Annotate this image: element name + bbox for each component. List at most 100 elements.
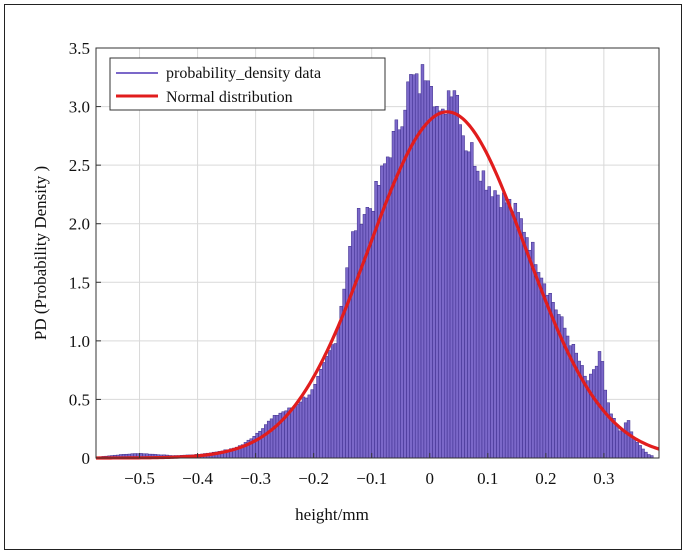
legend-box bbox=[109, 57, 386, 111]
histogram-bar bbox=[641, 448, 645, 459]
histogram-bar bbox=[519, 218, 523, 459]
histogram-bar bbox=[644, 451, 648, 459]
histogram-bar bbox=[542, 283, 547, 459]
histogram-bar bbox=[647, 454, 651, 459]
histogram-bar bbox=[319, 368, 323, 459]
histogram-bar bbox=[354, 230, 358, 459]
histogram-bar bbox=[449, 96, 454, 459]
histogram-bar bbox=[322, 362, 326, 459]
y-tick-label: 0.5 bbox=[69, 390, 90, 409]
histogram-bar bbox=[310, 389, 314, 459]
histogram-bar bbox=[327, 350, 332, 459]
x-tick-label: 0.3 bbox=[593, 469, 614, 488]
legend-label-normal: Normal distribution bbox=[166, 89, 293, 106]
histogram-bar bbox=[615, 425, 619, 459]
histogram-bar bbox=[330, 344, 335, 459]
histogram-bar bbox=[307, 394, 312, 459]
histogram-bar bbox=[298, 401, 303, 459]
x-tick-label: 0.2 bbox=[535, 469, 556, 488]
histogram-bar bbox=[261, 428, 265, 459]
histogram-bar bbox=[470, 142, 474, 459]
histogram-bar bbox=[316, 375, 320, 459]
y-tick-label: 3.5 bbox=[69, 39, 90, 58]
legend: probability_density data Normal distribu… bbox=[109, 57, 386, 111]
histogram-bar bbox=[545, 294, 549, 459]
x-ticks: −0.5 −0.4 −0.3 −0.2 −0.1 0 0.1 0.2 0.3 bbox=[124, 453, 614, 488]
histogram-bar bbox=[522, 231, 526, 459]
histogram-bar bbox=[473, 165, 477, 459]
normal-curve bbox=[96, 110, 660, 460]
histogram-bar bbox=[441, 108, 445, 459]
histogram-bar bbox=[356, 208, 361, 459]
histogram-bar bbox=[455, 94, 460, 459]
histogram-bar bbox=[333, 343, 338, 459]
histogram-bar bbox=[536, 272, 541, 459]
histogram-bar bbox=[475, 170, 480, 459]
histogram-bar bbox=[487, 186, 491, 459]
histogram-bar bbox=[406, 81, 410, 459]
legend-label-histogram: probability_density data bbox=[166, 65, 321, 82]
histogram-bar bbox=[266, 420, 271, 459]
histogram-bar bbox=[481, 170, 486, 459]
histogram-bar bbox=[304, 397, 309, 459]
y-tick-label: 2.5 bbox=[69, 156, 90, 175]
histogram-bar bbox=[484, 189, 489, 459]
histogram-bar bbox=[290, 407, 294, 459]
histogram-bar bbox=[464, 150, 468, 459]
histogram-bar bbox=[621, 430, 625, 459]
histogram-bar bbox=[452, 90, 457, 459]
y-tick-label: 0 bbox=[82, 449, 91, 468]
histogram-bar bbox=[632, 438, 637, 459]
histogram-bar bbox=[394, 119, 399, 459]
histogram-bar bbox=[258, 430, 262, 459]
histogram-bar bbox=[533, 264, 538, 459]
histogram-bar bbox=[606, 402, 610, 459]
histogram-bar bbox=[432, 106, 436, 459]
histogram-bar bbox=[429, 86, 433, 459]
histogram-bar bbox=[589, 373, 593, 459]
histogram-bar bbox=[359, 223, 364, 459]
histogram-bar bbox=[594, 365, 599, 459]
histogram-bar bbox=[293, 405, 297, 459]
histogram-bar bbox=[504, 202, 509, 459]
histogram-bar bbox=[345, 267, 349, 459]
histogram-bar bbox=[499, 207, 503, 459]
histogram-bar bbox=[539, 277, 544, 459]
x-tick-label: −0.2 bbox=[298, 469, 329, 488]
histogram-bar bbox=[438, 110, 442, 459]
histogram-bar bbox=[272, 415, 277, 459]
x-tick-label: 0.1 bbox=[477, 469, 498, 488]
histogram-bar bbox=[295, 403, 300, 459]
histogram-bar bbox=[516, 212, 520, 459]
histogram-bars bbox=[98, 64, 654, 459]
histogram-bar bbox=[496, 194, 500, 459]
histogram-bar bbox=[301, 396, 306, 459]
x-tick-label: 0 bbox=[425, 469, 434, 488]
y-tick-label: 3.0 bbox=[69, 98, 90, 117]
histogram-bar bbox=[397, 129, 401, 459]
histogram-bar bbox=[417, 93, 422, 459]
histogram-bar bbox=[275, 415, 280, 459]
histogram-bar bbox=[507, 198, 512, 459]
histogram-bar bbox=[623, 422, 628, 459]
histogram-bar bbox=[635, 442, 639, 459]
histogram-bar bbox=[269, 418, 274, 459]
histogram-bar bbox=[371, 210, 375, 459]
plot-border bbox=[95, 47, 660, 459]
histogram-bar bbox=[423, 80, 428, 459]
y-tick-label: 1.0 bbox=[69, 332, 90, 351]
histogram-bar bbox=[528, 249, 532, 459]
histogram-bar bbox=[351, 231, 355, 459]
histogram-bar bbox=[458, 124, 462, 459]
histogram-bar bbox=[325, 356, 329, 459]
histogram-bar bbox=[638, 445, 642, 459]
histogram-bar bbox=[339, 305, 343, 459]
histogram-bar bbox=[490, 196, 494, 459]
histogram-bar bbox=[618, 430, 622, 459]
y-axis-title: PD (Probability Density ) bbox=[31, 166, 50, 340]
histogram-bar bbox=[467, 151, 471, 459]
histogram-bar bbox=[603, 389, 608, 459]
y-tick-label: 2.0 bbox=[69, 215, 90, 234]
histogram-bar bbox=[435, 106, 439, 459]
